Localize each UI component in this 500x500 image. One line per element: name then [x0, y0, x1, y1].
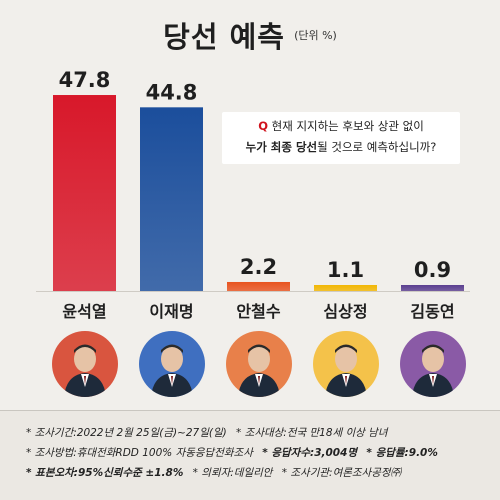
- footer-respondents: 응답자수:3,004명: [271, 447, 358, 459]
- question-text-1: 현재 지지하는 후보와 상관 없이: [271, 119, 424, 133]
- unit-label: (단위 %): [294, 29, 337, 42]
- value-label-2: 44.8: [146, 80, 198, 104]
- survey-footer: * 조사기간:2022년 2월 25일(금)~27일(일) * 조사대상:전국 …: [0, 410, 500, 500]
- chart-header: 당선 예측 (단위 %): [0, 14, 500, 54]
- person-icon: [63, 344, 106, 397]
- bar-2: [140, 107, 203, 291]
- value-label-1: 47.8: [59, 68, 111, 92]
- person-icon: [324, 344, 367, 397]
- value-label-4: 1.1: [327, 258, 364, 282]
- category-label-5: 김동연: [410, 302, 454, 321]
- question-line-2: 누가 최종 당선될 것으로 예측하십니까?: [222, 137, 460, 158]
- category-label-4: 심상정: [323, 302, 367, 321]
- candidate-photo-1: [51, 331, 118, 397]
- candidate-photo-5: [399, 331, 466, 397]
- footer-agency: 조사기관:여론조사공정㈜: [290, 467, 402, 479]
- bar-1: [53, 95, 116, 292]
- category-label-1: 윤석열: [62, 302, 106, 321]
- footer-period: 조사기간:2022년 2월 25일(금)~27일(일): [34, 427, 227, 439]
- footer-response-rate: 응답률:9.0%: [375, 447, 438, 459]
- candidate-photo-4: [312, 331, 379, 397]
- question-text-bold: 누가 최종 당선: [245, 140, 318, 154]
- value-label-5: 0.9: [414, 258, 451, 282]
- question-prefix: Q: [258, 119, 268, 133]
- chart-title: 당선 예측: [163, 20, 285, 54]
- question-line-1: Q 현재 지지하는 후보와 상관 없이: [222, 116, 460, 137]
- bar-3: [227, 281, 290, 291]
- candidate-photo-2: [138, 331, 205, 397]
- footer-line-2: * 조사방법:휴대전화RDD 100% 자동응답전화조사 * 응답자수:3,00…: [26, 447, 438, 459]
- question-text-2: 될 것으로 예측하십니까?: [317, 140, 437, 154]
- person-icon: [150, 344, 193, 397]
- category-label-3: 안철수: [236, 302, 280, 321]
- footer-line-1: * 조사기간:2022년 2월 25일(금)~27일(일) * 조사대상:전국 …: [26, 427, 388, 439]
- footer-client: 의뢰자:데일리안: [201, 467, 273, 479]
- question-box: Q 현재 지지하는 후보와 상관 없이 누가 최종 당선될 것으로 예측하십니까…: [222, 112, 460, 164]
- bar-chart: 47.8 윤석열 44.8 이재명 2.2 안철수 1.1 심상정 0.9 김동연: [36, 68, 470, 321]
- candidate-photo-3: [225, 331, 292, 397]
- person-icon: [237, 344, 280, 397]
- bar-4: [314, 285, 377, 291]
- category-label-2: 이재명: [149, 302, 193, 321]
- footer-line-3: * 표본오차:95%신뢰수준 ±1.8% * 의뢰자:데일리안 * 조사기관:여…: [26, 467, 402, 479]
- value-label-3: 2.2: [240, 255, 277, 279]
- person-icon: [411, 344, 454, 397]
- footer-margin-error: 표본오차:95%신뢰수준 ±1.8%: [35, 467, 184, 479]
- footer-method: 조사방법:휴대전화RDD 100% 자동응답전화조사: [34, 447, 253, 459]
- footer-target: 조사대상:전국 만18세 이상 남녀: [244, 427, 388, 439]
- bar-5: [401, 285, 464, 291]
